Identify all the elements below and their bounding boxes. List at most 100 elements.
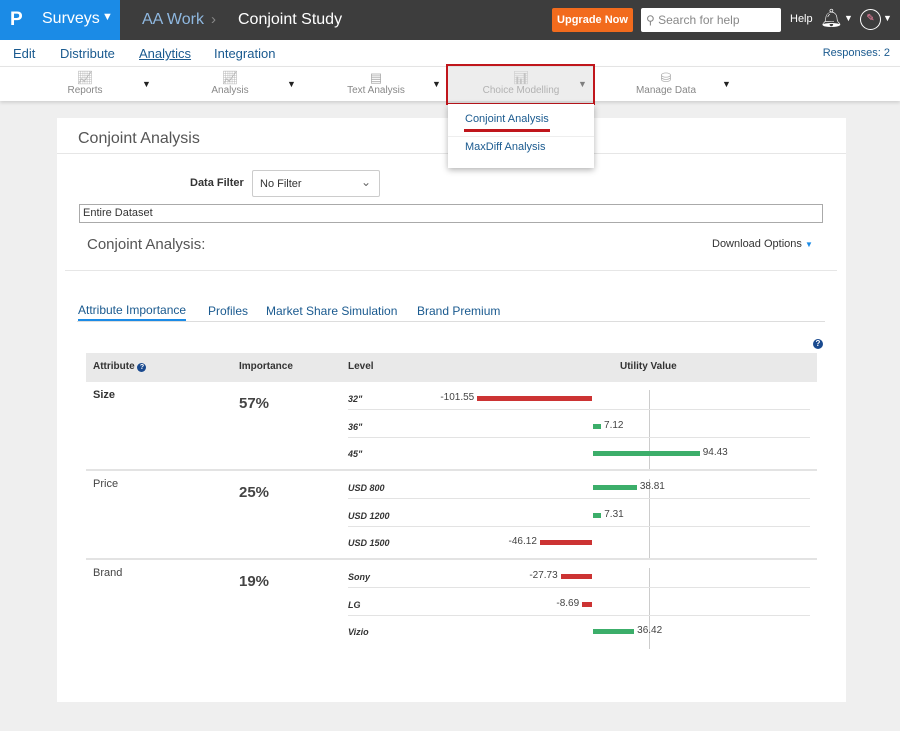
negative-utility-bar (477, 396, 592, 401)
menu-item-maxdiff-analysis[interactable]: MaxDiff Analysis (465, 141, 546, 153)
caret-down-icon[interactable]: ▼ (142, 79, 151, 89)
attribute-name: Price (93, 478, 119, 490)
header-level: Level (348, 361, 374, 372)
row-divider (348, 525, 810, 527)
help-link[interactable]: Help (790, 13, 813, 25)
utility-value-label: 7.31 (604, 508, 624, 520)
chevron-down-icon: ⌄ (360, 175, 371, 189)
tool-label: Manage Data (635, 85, 697, 96)
level-label: USD 800 (348, 483, 385, 493)
utility-value-label: 7.12 (604, 419, 624, 431)
scatter-chart-icon: 📈︎ (221, 70, 239, 85)
search-input[interactable]: ⚲ Search for help (641, 8, 781, 32)
help-icon[interactable]: ? (813, 339, 823, 349)
nav-analytics[interactable]: Analytics (139, 46, 192, 61)
app-switcher[interactable]: P Surveys ▼ (0, 0, 120, 40)
divider (448, 136, 594, 137)
negative-utility-bar (582, 601, 592, 607)
group-divider (86, 469, 817, 471)
database-icon: ⛁ (660, 70, 672, 85)
importance-value: 57% (239, 395, 270, 412)
zero-axis (649, 479, 650, 560)
search-placeholder: Search for help (658, 13, 740, 27)
tool-reports[interactable]: 📈︎ Reports (60, 67, 110, 101)
row-divider (348, 436, 810, 438)
importance-value: 19% (239, 573, 270, 590)
utility-value-label: 94.43 (702, 447, 728, 458)
level-label: 32" (348, 394, 363, 404)
menu-item-conjoint-analysis[interactable]: Conjoint Analysis (465, 113, 549, 125)
tool-label: Text Analysis (347, 85, 405, 96)
header-importance: Importance (239, 361, 293, 372)
caret-down-icon[interactable]: ▼ (432, 79, 441, 89)
tab-attribute-importance[interactable]: Attribute Importance (78, 303, 187, 321)
app-name: Surveys (42, 10, 100, 27)
card-title: Conjoint Analysis (78, 130, 200, 147)
negative-utility-bar (539, 540, 592, 545)
caret-down-icon[interactable]: ▼ (287, 79, 296, 89)
caret-down-icon: ▼ (102, 11, 113, 23)
tool-label: Analysis (211, 85, 249, 96)
tab-market-share-simulation[interactable]: Market Share Simulation (266, 304, 398, 318)
table-header: Attribute ? Importance Level Utility Val… (86, 353, 817, 382)
positive-utility-bar (593, 629, 635, 634)
caret-down-icon[interactable]: ▼ (722, 79, 731, 89)
header-utility-value: Utility Value (620, 361, 677, 372)
download-options[interactable]: Download Options ▼ (712, 238, 813, 250)
utility-value-label: 36.42 (637, 625, 663, 636)
positive-utility-bar (593, 512, 602, 518)
chevron-right-icon: › (211, 11, 216, 28)
highlight-box (446, 64, 595, 105)
content-card: Conjoint Analysis Data Filter No Filter ⌄… (57, 118, 846, 702)
main-nav: Edit Distribute Analytics Integration Re… (0, 40, 900, 66)
divider (65, 270, 837, 271)
choice-modelling-menu: Conjoint Analysis MaxDiff Analysis (448, 104, 594, 168)
caret-down-icon[interactable]: ▼ (844, 13, 853, 23)
level-label: 45" (348, 449, 363, 459)
tab-brand-premium[interactable]: Brand Premium (417, 304, 501, 318)
zero-axis (649, 568, 650, 649)
line-chart-icon: 📈︎ (76, 70, 94, 85)
dataset-field[interactable]: Entire Dataset (79, 204, 823, 223)
positive-utility-bar (593, 451, 700, 456)
attribute-name: Size (93, 389, 116, 401)
negative-utility-bar (560, 574, 592, 579)
group-divider (86, 558, 817, 560)
breadcrumb-survey: Conjoint Study (238, 11, 343, 28)
utility-value-label: 38.81 (639, 481, 665, 492)
level-label: LG (348, 599, 361, 610)
header-attribute: Attribute ? (93, 361, 147, 372)
tabs-border (77, 321, 825, 322)
positive-utility-bar (593, 485, 637, 490)
tool-text-analysis[interactable]: ▤ Text Analysis (345, 67, 407, 101)
tab-profiles[interactable]: Profiles (208, 304, 249, 318)
breadcrumb-folder[interactable]: AA Work (142, 11, 204, 28)
tool-manage-data[interactable]: ⛁ Manage Data (635, 67, 697, 101)
section-title: Conjoint Analysis: (87, 236, 206, 253)
caret-down-icon[interactable]: ▼ (883, 13, 892, 23)
caret-down-icon: ▼ (804, 240, 813, 249)
data-filter-value: No Filter (260, 178, 302, 190)
search-icon: ⚲ (646, 13, 659, 27)
level-label: Vizio (348, 627, 369, 637)
tool-label: Reports (67, 85, 103, 96)
utility-value-label: -27.73 (529, 570, 558, 581)
upgrade-button[interactable]: Upgrade Now (552, 8, 633, 32)
data-filter-select[interactable]: No Filter ⌄ (252, 170, 380, 197)
level-label: USD 1200 (348, 510, 390, 521)
help-icon[interactable]: ? (137, 363, 147, 372)
underline-marker (464, 129, 550, 132)
nav-integration[interactable]: Integration (214, 46, 276, 61)
data-filter-label: Data Filter (190, 177, 244, 189)
nav-distribute[interactable]: Distribute (60, 46, 115, 61)
responses-count: Responses: 2 (822, 47, 890, 59)
avatar[interactable]: ✎ (860, 9, 881, 30)
tool-analysis[interactable]: 📈︎ Analysis (205, 67, 255, 101)
utility-value-label: -46.12 (508, 536, 537, 547)
level-label: Sony (348, 572, 371, 582)
bell-icon[interactable]: 🔔︎ (820, 8, 843, 28)
nav-edit[interactable]: Edit (13, 46, 36, 61)
row-divider (348, 614, 810, 616)
attribute-name: Brand (93, 567, 123, 579)
document-icon: ▤ (369, 70, 383, 85)
